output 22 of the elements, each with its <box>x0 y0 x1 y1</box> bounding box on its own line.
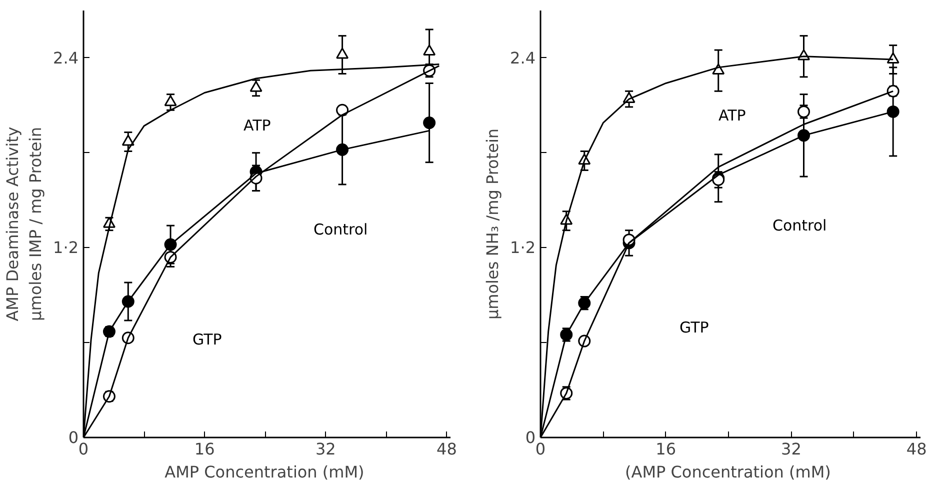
y-tick-label: 2.4 <box>510 48 536 68</box>
x-tick-label: 16 <box>194 440 215 458</box>
x-axis-title: (AMP Concentration (mM) <box>625 462 831 482</box>
y-tick-label: 0 <box>68 428 79 447</box>
x-axis-title: AMP Concentration (mM) <box>164 462 364 482</box>
x-tick-label: 32 <box>315 440 336 458</box>
annotation: GTP <box>680 318 709 336</box>
x-tick-label: 16 <box>656 440 676 458</box>
annotation: ATP <box>244 116 271 134</box>
y-tick-label: 1·2 <box>510 238 536 258</box>
y-axis-title: AMP Deaminase Activity µmoles IMP / mg Protein <box>3 126 46 322</box>
x-tick-label: 48 <box>906 440 927 458</box>
x-tick-label: 48 <box>436 440 457 458</box>
annotation: ATP <box>718 106 746 124</box>
y-tick-label: 2.4 <box>53 48 79 68</box>
y-tick-label: 0 <box>525 428 536 447</box>
annotation: GTP <box>192 330 222 348</box>
annotation: Control <box>772 216 827 234</box>
y-axis-title: µmoles NH₃ /mg Protein <box>483 128 502 320</box>
x-tick-label: 32 <box>781 440 802 458</box>
annotation: Control <box>314 220 368 238</box>
y-tick-label: 1·2 <box>53 238 79 258</box>
